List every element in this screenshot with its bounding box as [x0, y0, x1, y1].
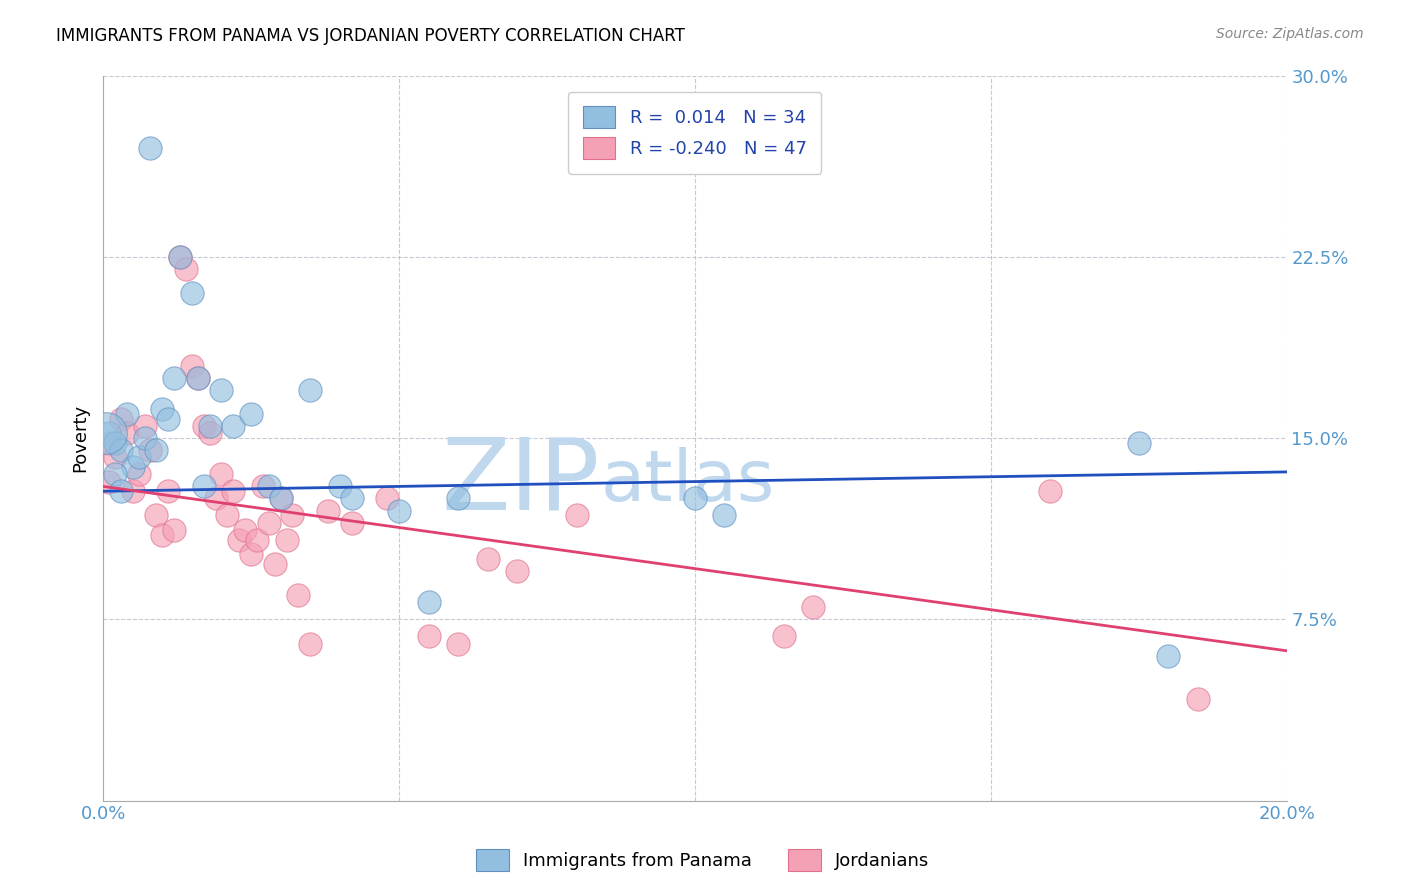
Point — [211, 383, 233, 397]
Text: Source: ZipAtlas.com: Source: ZipAtlas.com — [1216, 27, 1364, 41]
Legend: Immigrants from Panama, Jordanians: Immigrants from Panama, Jordanians — [470, 842, 936, 879]
Point — [240, 407, 263, 421]
Point — [180, 286, 202, 301]
Point — [104, 436, 127, 450]
Point — [128, 450, 150, 465]
Point — [683, 491, 706, 506]
Point — [506, 564, 529, 578]
Point — [418, 629, 440, 643]
Point — [204, 491, 226, 506]
Point — [287, 588, 309, 602]
Point — [110, 443, 132, 458]
Point — [299, 636, 322, 650]
Point — [94, 426, 117, 441]
Point — [276, 533, 298, 547]
Point — [115, 407, 138, 421]
Point — [157, 484, 180, 499]
Point — [281, 508, 304, 523]
Point — [145, 508, 167, 523]
Point — [150, 402, 173, 417]
Point — [139, 443, 162, 458]
Point — [1128, 436, 1150, 450]
Point — [115, 426, 138, 441]
Point — [163, 523, 186, 537]
Point — [150, 527, 173, 541]
Point — [128, 467, 150, 482]
Point — [565, 508, 588, 523]
Point — [447, 491, 470, 506]
Point — [139, 141, 162, 155]
Point — [110, 484, 132, 499]
Point — [98, 436, 121, 450]
Point — [222, 484, 245, 499]
Point — [198, 419, 221, 434]
Point — [134, 431, 156, 445]
Point — [187, 370, 209, 384]
Point — [329, 479, 352, 493]
Point — [477, 552, 499, 566]
Point — [299, 383, 322, 397]
Point — [1039, 484, 1062, 499]
Point — [1187, 692, 1209, 706]
Point — [180, 359, 202, 373]
Point — [187, 370, 209, 384]
Point — [713, 508, 735, 523]
Point — [228, 533, 250, 547]
Point — [772, 629, 794, 643]
Point — [98, 475, 121, 489]
Point — [198, 426, 221, 441]
Point — [257, 516, 280, 530]
Point — [1157, 648, 1180, 663]
Point — [110, 411, 132, 425]
Point — [257, 479, 280, 493]
Point — [375, 491, 398, 506]
Point — [801, 600, 824, 615]
Point — [98, 426, 121, 441]
Point — [388, 503, 411, 517]
Point — [174, 261, 197, 276]
Point — [240, 547, 263, 561]
Y-axis label: Poverty: Poverty — [72, 404, 89, 472]
Point — [270, 491, 292, 506]
Text: IMMIGRANTS FROM PANAMA VS JORDANIAN POVERTY CORRELATION CHART: IMMIGRANTS FROM PANAMA VS JORDANIAN POVE… — [56, 27, 685, 45]
Point — [169, 250, 191, 264]
Point — [217, 508, 239, 523]
Point — [211, 467, 233, 482]
Point — [193, 419, 215, 434]
Point — [340, 516, 363, 530]
Point — [222, 419, 245, 434]
Point — [169, 250, 191, 264]
Point — [246, 533, 269, 547]
Point — [163, 370, 186, 384]
Text: atlas: atlas — [600, 447, 775, 516]
Point — [134, 419, 156, 434]
Point — [121, 484, 143, 499]
Point — [104, 467, 127, 482]
Point — [157, 411, 180, 425]
Point — [193, 479, 215, 493]
Point — [340, 491, 363, 506]
Point — [418, 595, 440, 609]
Point — [263, 557, 285, 571]
Point — [145, 443, 167, 458]
Text: ZIP: ZIP — [441, 434, 600, 530]
Point — [121, 460, 143, 475]
Point — [233, 523, 256, 537]
Legend: R =  0.014   N = 34, R = -0.240   N = 47: R = 0.014 N = 34, R = -0.240 N = 47 — [568, 92, 821, 174]
Point — [270, 491, 292, 506]
Point — [316, 503, 339, 517]
Point — [447, 636, 470, 650]
Point — [252, 479, 274, 493]
Point — [104, 450, 127, 465]
